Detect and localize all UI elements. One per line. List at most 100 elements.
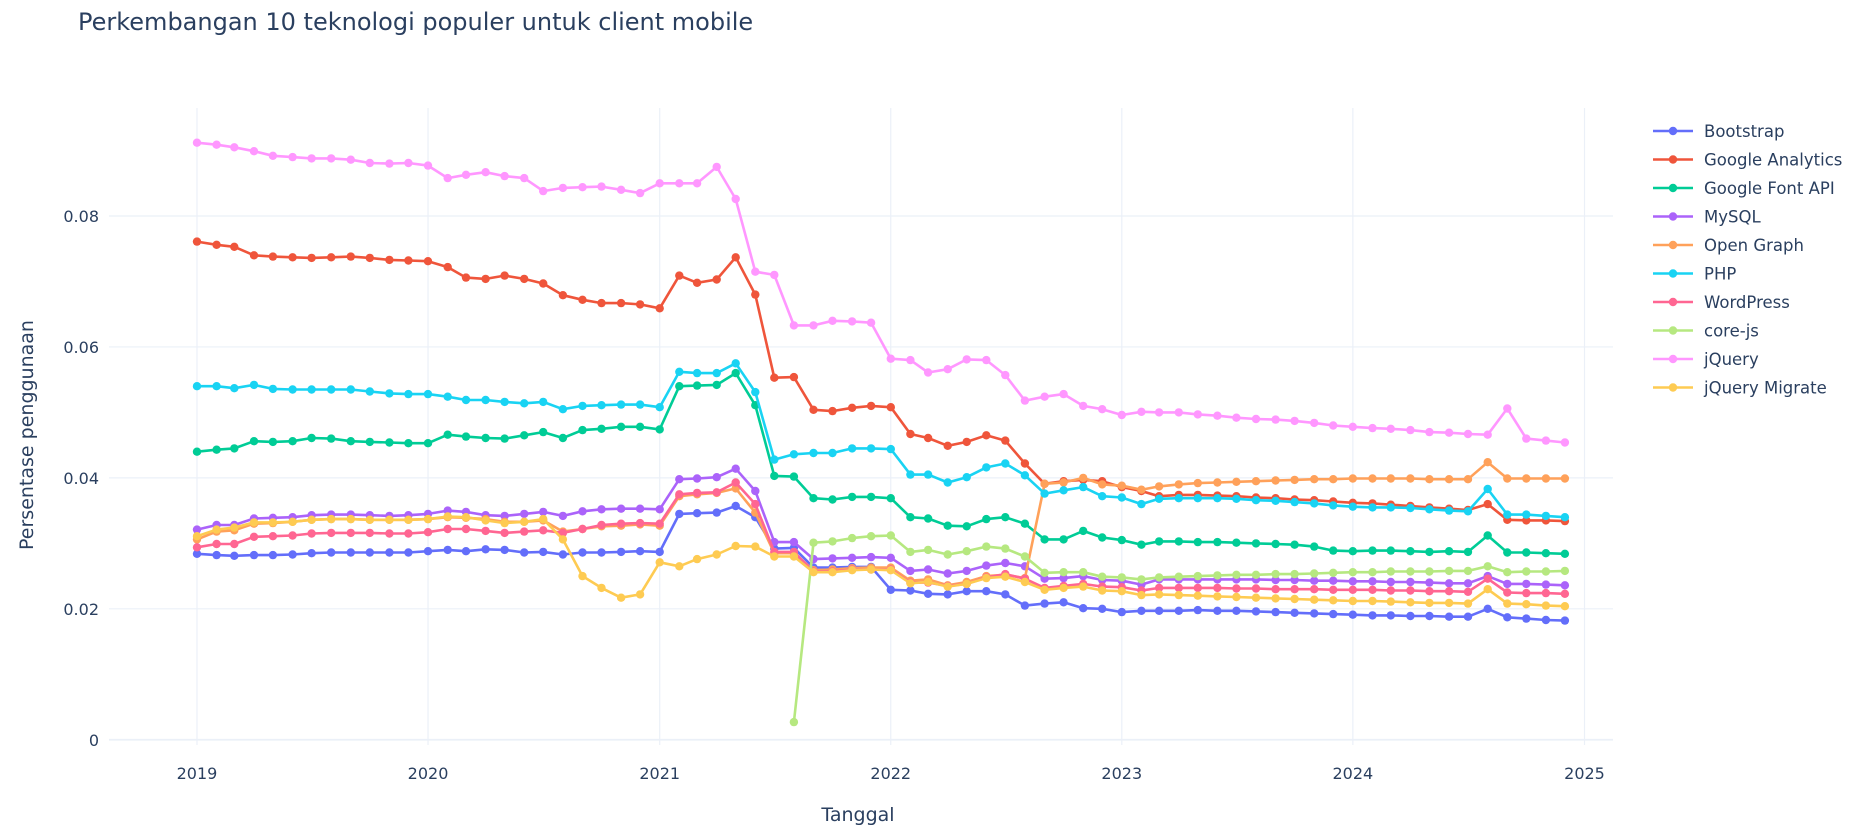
data-point [712, 473, 721, 482]
data-point [1290, 575, 1299, 585]
legend-label: Open Graph [1704, 236, 1804, 255]
data-point [249, 437, 259, 446]
legend-item[interactable]: Open Graph [1653, 236, 1804, 255]
data-point [1193, 591, 1203, 600]
data-point [1425, 578, 1434, 587]
data-point [1098, 480, 1107, 489]
data-point [1137, 590, 1146, 600]
data-point [481, 526, 490, 536]
data-point [1174, 537, 1184, 546]
data-point [327, 434, 336, 443]
data-point [423, 439, 433, 448]
data-point [1271, 575, 1280, 585]
data-point [635, 504, 645, 513]
data-point [1368, 611, 1377, 620]
legend[interactable]: Bootstrap Google Analytics Google Font API… [1653, 122, 1842, 398]
data-point [847, 566, 857, 575]
data-point [886, 585, 895, 594]
data-point [500, 271, 509, 280]
data-point [404, 256, 413, 265]
data-point [1020, 459, 1030, 468]
data-point [1232, 494, 1241, 503]
data-point [268, 384, 278, 394]
data-point [1329, 421, 1338, 430]
data-point [770, 270, 779, 280]
data-point [1193, 410, 1203, 419]
legend-item[interactable]: WordPress [1653, 293, 1790, 312]
legend-item[interactable]: Google Analytics [1653, 151, 1842, 170]
data-point [1117, 573, 1127, 582]
data-point [1463, 579, 1473, 588]
data-point [731, 541, 740, 551]
data-point [520, 517, 529, 526]
data-point [327, 514, 336, 524]
data-point [365, 387, 374, 396]
data-point [423, 528, 433, 537]
data-point [1290, 497, 1299, 507]
data-point [1020, 601, 1030, 610]
data-point [847, 533, 857, 543]
data-point [770, 552, 779, 561]
data-point [212, 445, 221, 454]
data-point [1348, 474, 1358, 483]
data-point [597, 548, 606, 557]
data-point [847, 403, 857, 412]
data-point [751, 499, 760, 509]
legend-item[interactable]: MySQL [1653, 208, 1761, 227]
data-point [1137, 606, 1146, 615]
data-point [1213, 606, 1222, 615]
data-point [906, 513, 915, 522]
data-point [655, 179, 664, 188]
data-point [1329, 546, 1338, 555]
data-point [886, 403, 895, 412]
data-point [1444, 506, 1454, 515]
legend-item[interactable]: jQuery Migrate [1653, 379, 1827, 398]
data-point [1098, 586, 1107, 595]
data-point [1232, 592, 1241, 602]
data-point [212, 140, 221, 149]
legend-label: core-js [1704, 322, 1759, 341]
data-point [212, 525, 221, 534]
data-point [982, 573, 991, 583]
series-line [196, 371, 1565, 556]
data-point [692, 474, 702, 483]
data-point [1541, 549, 1551, 558]
data-point [520, 399, 529, 408]
data-point [1079, 473, 1088, 483]
data-point [692, 368, 702, 378]
legend-item[interactable]: core-js [1653, 322, 1759, 341]
data-point [1444, 598, 1454, 608]
data-point [1174, 494, 1184, 503]
data-point [249, 147, 259, 156]
data-point [365, 528, 374, 538]
data-point [712, 550, 721, 559]
data-point [578, 183, 587, 192]
data-point [1503, 510, 1512, 519]
series-line [196, 515, 1565, 608]
legend-swatch-marker [1668, 383, 1678, 392]
legend-item[interactable]: jQuery [1653, 350, 1759, 369]
legend-item[interactable]: PHP [1653, 265, 1736, 284]
data-point [423, 161, 433, 170]
data-point [1098, 604, 1107, 613]
data-point [635, 188, 645, 198]
data-point [346, 385, 355, 394]
data-point [1232, 538, 1241, 547]
data-point [1290, 594, 1299, 604]
data-point [461, 273, 471, 282]
data-point [1193, 537, 1203, 547]
y-tick-label: 0.06 [63, 338, 99, 357]
data-point [307, 529, 316, 538]
data-point [770, 455, 779, 464]
data-point [1425, 567, 1434, 576]
data-point [1154, 408, 1164, 417]
data-point [1425, 547, 1434, 557]
data-point [923, 433, 933, 443]
data-point [230, 523, 239, 532]
legend-item[interactable]: Bootstrap [1653, 122, 1784, 141]
data-point [712, 508, 721, 517]
data-point [1522, 588, 1531, 598]
data-point [500, 171, 509, 181]
data-point [1541, 511, 1551, 521]
legend-item[interactable]: Google Font API [1653, 179, 1835, 198]
